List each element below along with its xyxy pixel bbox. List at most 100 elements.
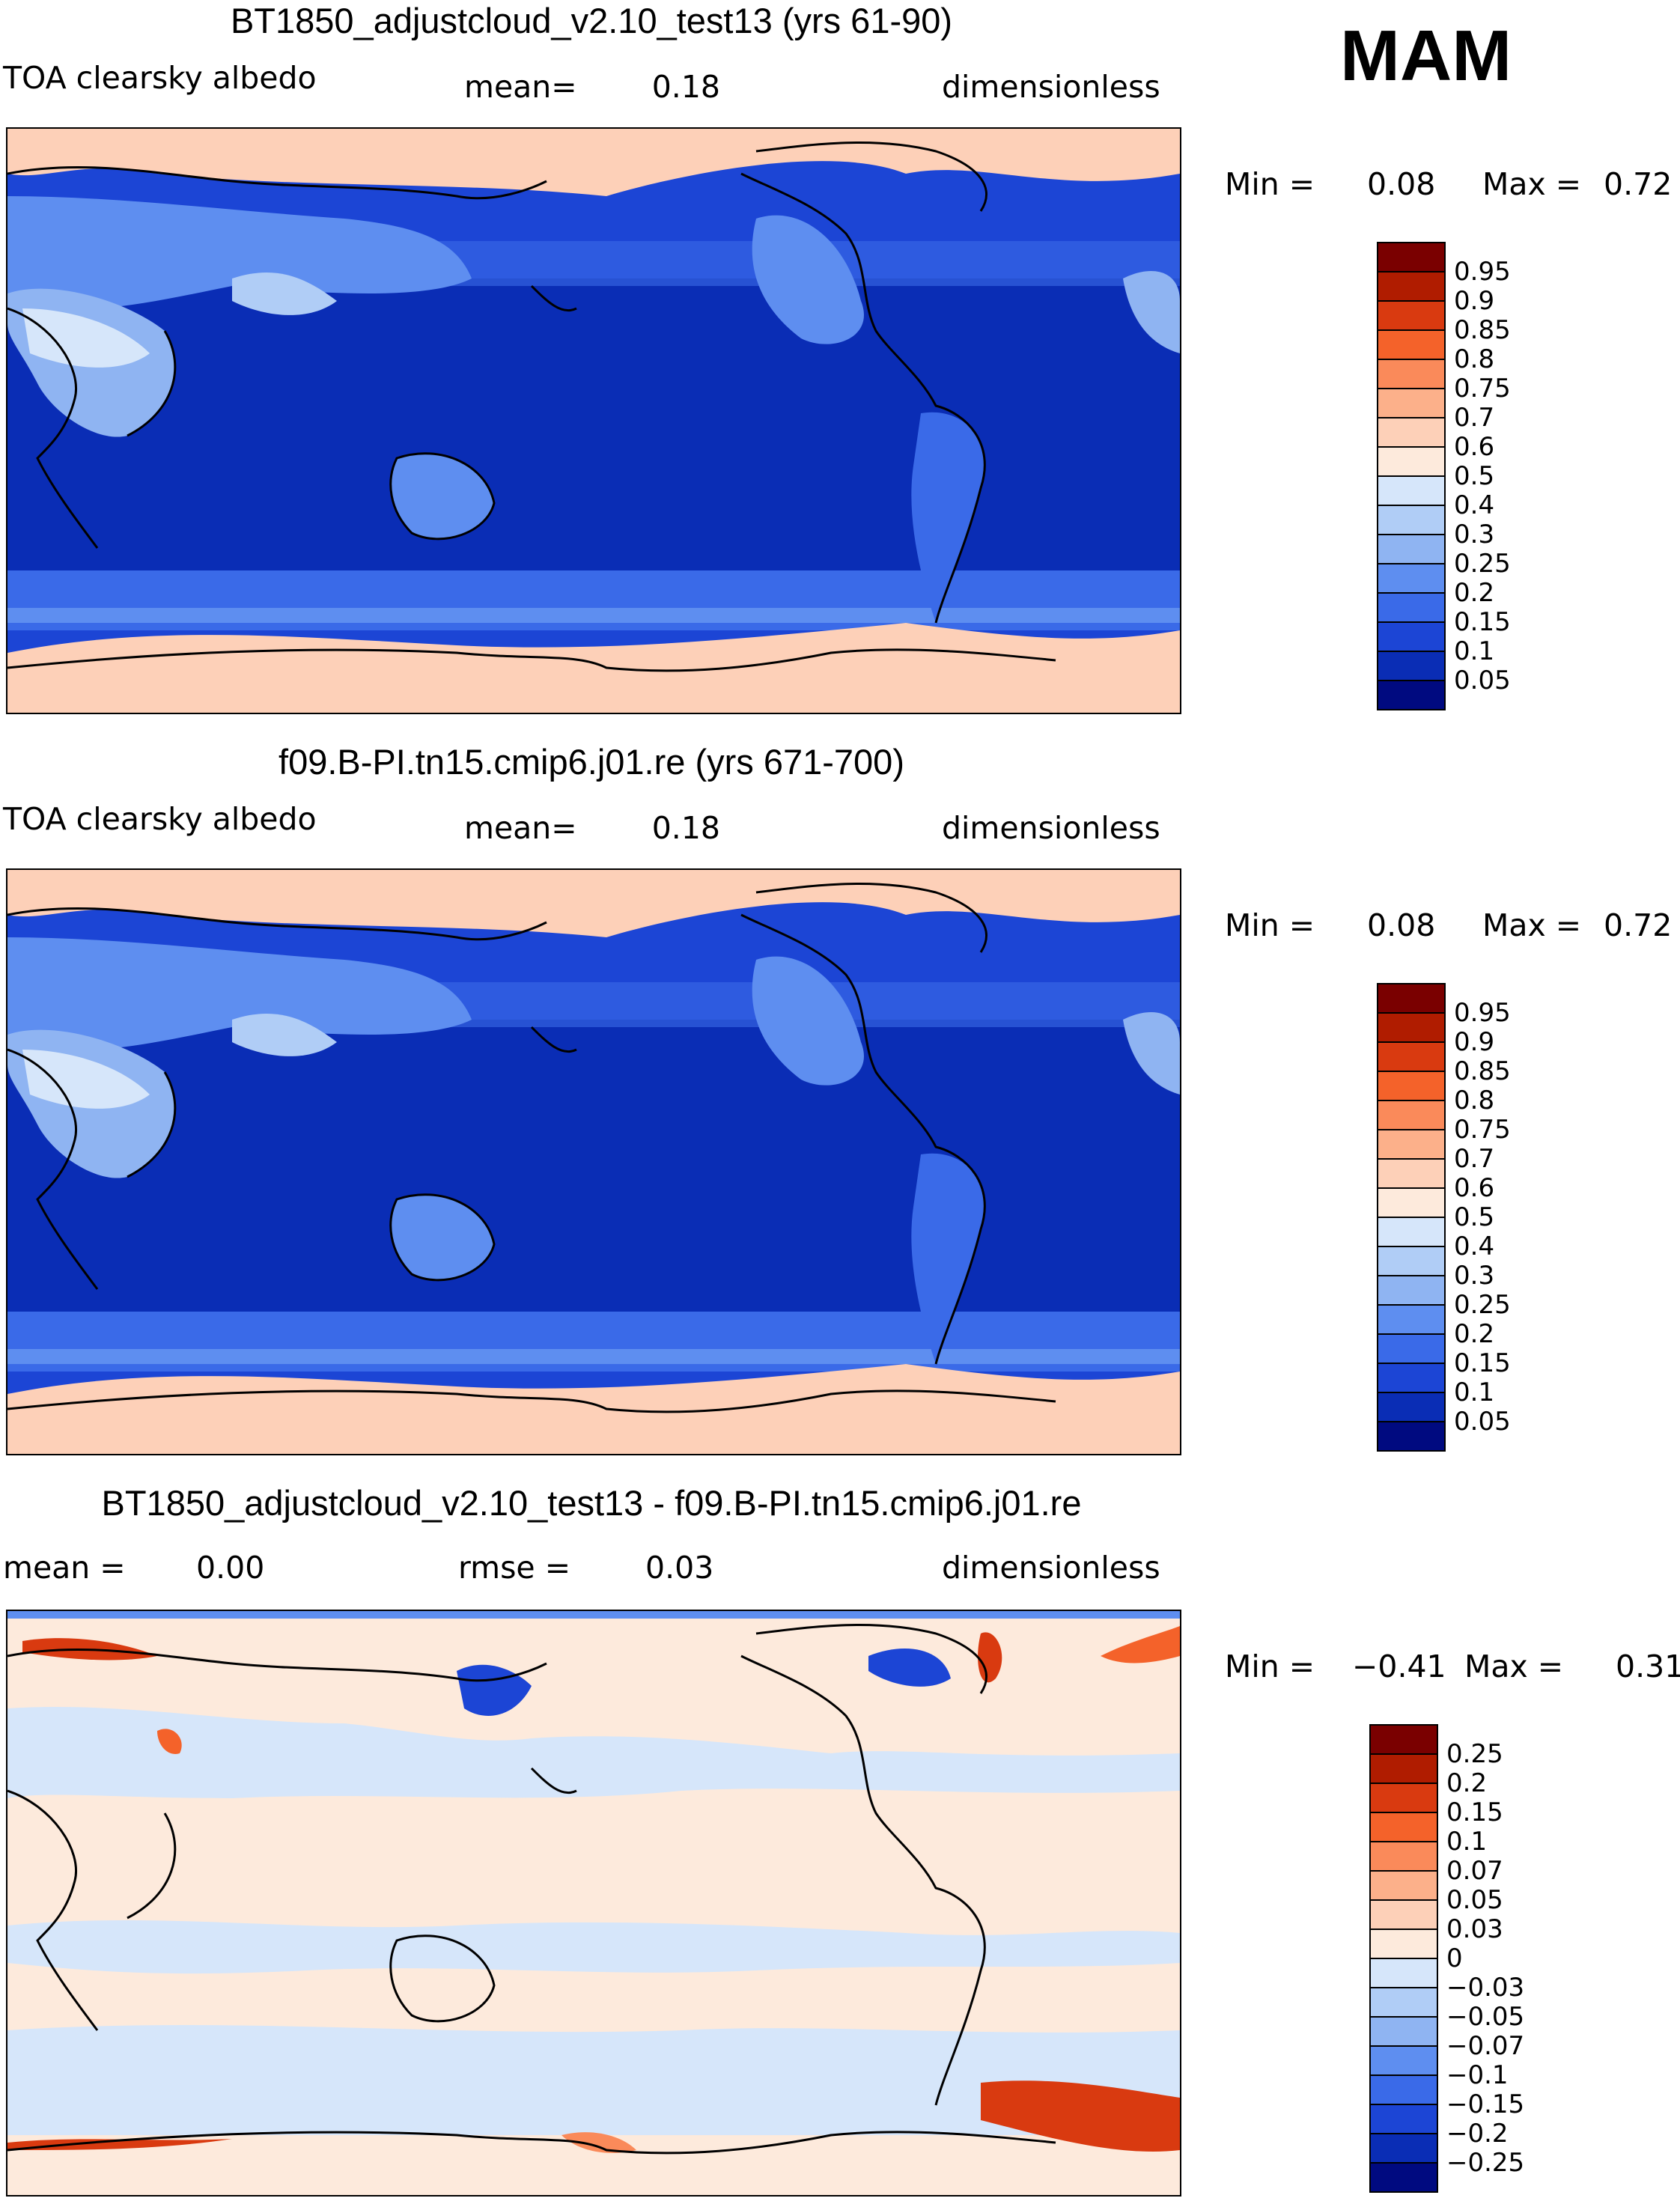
colorbar-swatch (1369, 1928, 1438, 1959)
colorbar-swatch (1377, 271, 1446, 302)
colorbar-tick-label: 0.75 (1454, 1115, 1511, 1145)
panel-3-rmse-value: 0.03 (645, 1550, 714, 1586)
colorbar-tick-label: 0.6 (1454, 1173, 1495, 1203)
colorbar-swatch (1377, 1129, 1446, 1160)
colorbar-tick-label: −0.1 (1446, 2060, 1509, 2090)
colorbar-swatch (1369, 1958, 1438, 1988)
panel-2-variable: TOA clearsky albedo (3, 801, 317, 837)
colorbar-swatch (1377, 388, 1446, 418)
colorbar-swatch (1377, 1100, 1446, 1130)
colorbar-swatch (1377, 983, 1446, 1014)
colorbar-tick-label: 0.4 (1454, 1232, 1495, 1261)
colorbar-swatch (1369, 1899, 1438, 1930)
colorbar-swatch (1377, 1041, 1446, 1072)
colorbar-swatch (1369, 1724, 1438, 1755)
panel-3-colorbar (1369, 1724, 1438, 2193)
colorbar-swatch (1377, 1392, 1446, 1422)
colorbar-tick-label: 0.75 (1454, 374, 1511, 404)
colorbar-tick-label: 0.07 (1446, 1856, 1503, 1886)
colorbar-tick-label: 0.1 (1454, 1378, 1495, 1407)
colorbar-swatch (1369, 1753, 1438, 1784)
colorbar-swatch (1369, 2045, 1438, 2076)
panel-1-min-value: 0.08 (1367, 166, 1436, 202)
colorbar-swatch (1377, 329, 1446, 360)
colorbar-tick-label: 0.3 (1454, 520, 1495, 550)
panel-3-min-label: Min = (1225, 1649, 1315, 1684)
colorbar-tick-label: 0.5 (1454, 1202, 1495, 1232)
season-label: MAM (1340, 16, 1512, 96)
colorbar-tick-label: 0.85 (1454, 315, 1511, 345)
panel-2-min-label: Min = (1225, 907, 1315, 943)
colorbar-swatch (1369, 1870, 1438, 1901)
panel-3-max-label: Max = (1464, 1649, 1564, 1684)
colorbar-swatch (1377, 621, 1446, 652)
panel-3-title: BT1850_adjustcloud_v2.10_test13 - f09.B-… (101, 1483, 1082, 1523)
panel-1-mean-value: 0.18 (651, 69, 720, 105)
panel-3-min-value: −0.41 (1352, 1649, 1446, 1684)
colorbar-swatch (1377, 1363, 1446, 1393)
colorbar-swatch (1377, 1012, 1446, 1043)
colorbar-swatch (1369, 2162, 1438, 2193)
colorbar-swatch (1377, 242, 1446, 273)
panel-2-title: f09.B-PI.tn15.cmip6.j01.re (yrs 671-700) (279, 742, 904, 782)
panel-1-variable: TOA clearsky albedo (3, 60, 317, 96)
colorbar-tick-label: 0.6 (1454, 432, 1495, 462)
colorbar-swatch (1377, 1187, 1446, 1218)
colorbar-tick-label: 0.25 (1454, 549, 1511, 579)
colorbar-tick-label: 0.95 (1454, 998, 1511, 1028)
colorbar-tick-label: 0.05 (1454, 666, 1511, 695)
colorbar-tick-label: 0.2 (1446, 1768, 1488, 1798)
panel-1-mean-label: mean= (464, 69, 577, 105)
colorbar-swatch (1377, 1246, 1446, 1276)
colorbar-tick-label: 0.7 (1454, 403, 1495, 433)
colorbar-tick-label: 0.5 (1454, 461, 1495, 491)
colorbar-tick-label: 0.1 (1446, 1827, 1488, 1857)
panel-3-units: dimensionless (942, 1550, 1160, 1586)
colorbar-tick-label: −0.07 (1446, 2031, 1525, 2061)
colorbar-tick-label: 0.03 (1446, 1914, 1503, 1944)
colorbar-tick-label: 0.2 (1454, 1319, 1495, 1349)
panel-3-max-value: 0.31 (1616, 1649, 1680, 1684)
panel-1-map (6, 127, 1181, 714)
panel-3-mean-label: mean = (3, 1550, 126, 1586)
panel-2-min-value: 0.08 (1367, 907, 1436, 943)
panel-3-map (6, 1610, 1181, 2197)
colorbar-swatch (1377, 475, 1446, 506)
colorbar-swatch (1369, 2133, 1438, 2164)
panel-1-max-value: 0.72 (1604, 166, 1673, 202)
panel-1-colorbar (1377, 242, 1446, 710)
colorbar-tick-label: 0.25 (1446, 1739, 1503, 1769)
colorbar-swatch (1369, 1841, 1438, 1872)
colorbar-tick-label: −0.15 (1446, 2089, 1525, 2119)
panel-1-units: dimensionless (942, 69, 1160, 105)
colorbar-swatch (1377, 446, 1446, 477)
panel-2-colorbar (1377, 983, 1446, 1452)
panel-2-max-label: Max = (1482, 907, 1582, 943)
colorbar-swatch (1377, 359, 1446, 389)
colorbar-tick-label: 0.15 (1454, 1348, 1511, 1378)
colorbar-tick-label: −0.2 (1446, 2119, 1509, 2149)
colorbar-swatch (1377, 1275, 1446, 1306)
panel-1-title: BT1850_adjustcloud_v2.10_test13 (yrs 61-… (230, 1, 953, 40)
colorbar-swatch (1377, 300, 1446, 331)
colorbar-tick-label: −0.25 (1446, 2148, 1525, 2178)
colorbar-tick-label: −0.05 (1446, 2002, 1525, 2032)
panel-2-mean-label: mean= (464, 810, 577, 846)
panel-3-rmse-label: rmse = (458, 1550, 571, 1586)
colorbar-swatch (1377, 1333, 1446, 1364)
colorbar-tick-label: 0.2 (1454, 578, 1495, 608)
colorbar-tick-label: 0 (1446, 1943, 1463, 1973)
colorbar-tick-label: 0.8 (1454, 344, 1495, 374)
colorbar-swatch (1377, 1304, 1446, 1335)
panel-2-map-svg (7, 870, 1180, 1454)
colorbar-swatch (1377, 1071, 1446, 1101)
colorbar-tick-label: −0.03 (1446, 1973, 1525, 2003)
colorbar-tick-label: 0.05 (1454, 1407, 1511, 1437)
panel-1-max-label: Max = (1482, 166, 1582, 202)
panel-2-max-value: 0.72 (1604, 907, 1673, 943)
panel-2-units: dimensionless (942, 810, 1160, 846)
colorbar-tick-label: 0.7 (1454, 1144, 1495, 1174)
colorbar-tick-label: 0.9 (1454, 1027, 1495, 1057)
colorbar-tick-label: 0.25 (1454, 1290, 1511, 1320)
colorbar-swatch (1377, 563, 1446, 594)
